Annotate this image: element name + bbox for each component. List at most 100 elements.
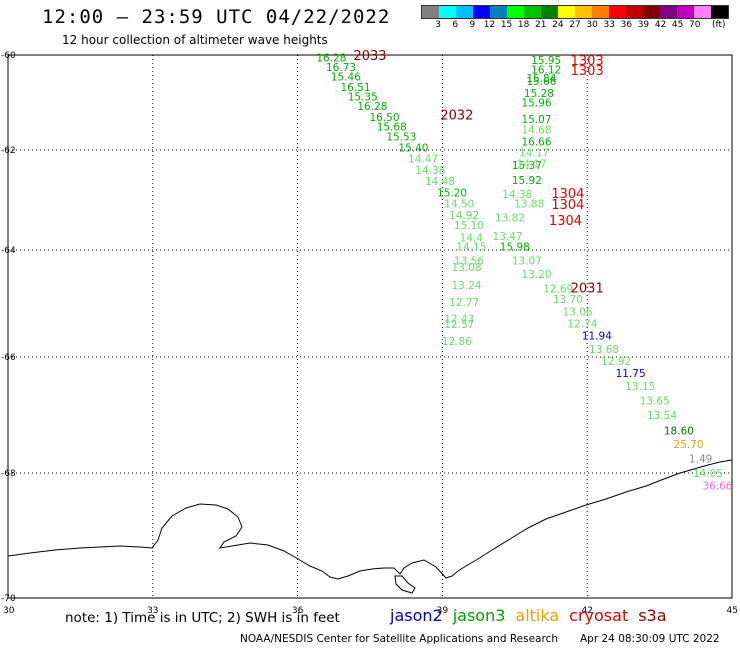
wave-height-label: 12.77: [449, 297, 479, 309]
wave-height-label: 14.05: [693, 468, 723, 480]
satellite-jason2: jason2: [390, 606, 443, 625]
wave-height-label: 15.46: [331, 71, 361, 83]
generated-timestamp: Apr 24 08:30:09 UTC 2022: [580, 633, 720, 645]
wave-height-label: 13.65: [640, 396, 670, 408]
wave-height-label: 15.98: [500, 242, 530, 254]
legend-swatch: [473, 6, 490, 18]
wave-height-label: 16.51: [340, 82, 370, 94]
wave-height-label: 14.17: [519, 148, 549, 160]
wave-height-label: 25.70: [674, 439, 704, 451]
legend-swatch: [643, 6, 660, 18]
pass-time-label: 1304: [549, 214, 582, 229]
legend-label: 42: [654, 20, 667, 30]
wave-height-label: 15.68: [377, 121, 407, 133]
wave-height-label: 13.20: [521, 269, 551, 281]
wave-height-label: 16.73: [326, 62, 356, 74]
latitude-tick-label: -62: [1, 146, 16, 156]
wave-height-label: 15.53: [386, 132, 416, 144]
latitude-tick-label: -64: [1, 246, 16, 256]
legend-swatch: [558, 6, 575, 18]
legend-label: 12: [483, 20, 496, 30]
wave-height-label: 16.12: [531, 64, 561, 76]
legend-swatch: [711, 6, 728, 18]
wave-height-label: 15.10: [454, 220, 484, 232]
wave-height-label: 13.24: [452, 280, 482, 292]
wave-height-label: 12.86: [442, 336, 472, 348]
legend-label: 9: [469, 20, 476, 30]
legend-label: 39: [637, 20, 650, 30]
coastline: [7, 459, 733, 594]
legend-label: 21: [535, 20, 547, 30]
wave-height-label: 14.47: [408, 154, 438, 166]
wave-height-label: 12.69: [543, 284, 573, 296]
longitude-tick-label: 39: [437, 606, 449, 616]
legend-unit: (ft): [711, 20, 726, 30]
axis-ticks: 30 33 36 39 42 45 -60 -62 -64 -66 -68 -70: [1, 51, 738, 616]
legend-swatch: [422, 6, 439, 18]
legend-label: 45: [671, 20, 684, 30]
wave-height-label: 12.57: [444, 319, 474, 331]
longitude-tick-label: 42: [581, 606, 592, 616]
legend-swatch: [660, 6, 677, 18]
legend-label: 30: [586, 20, 598, 30]
wave-height-label: 14.92: [449, 210, 479, 222]
wave-height-label: 13.88: [514, 199, 544, 211]
map-border: [7, 54, 733, 599]
legend-label: 15: [500, 20, 513, 30]
wave-height-label: 11.94: [582, 331, 612, 343]
legend-swatch: [626, 6, 643, 18]
wave-height-label: 14.48: [425, 176, 455, 188]
latitude-tick-label: -70: [1, 594, 16, 604]
map-frame: [7, 54, 733, 599]
wave-height-label: 15.95: [531, 55, 561, 67]
wave-height-label: 13.56: [454, 256, 484, 268]
legend-swatches: [421, 5, 729, 19]
legend-swatch: [456, 6, 473, 18]
wave-height-label: 13.47: [493, 231, 523, 243]
wave-height-label: 15.20: [437, 188, 467, 200]
legend-label: 18: [517, 20, 530, 30]
legend-swatch: [524, 6, 541, 18]
wave-height-label: 15.35: [348, 91, 378, 103]
wave-height-label: 13.70: [553, 294, 583, 306]
legend-label: 27: [569, 20, 581, 30]
wave-height-label: 1.49: [689, 454, 712, 466]
wave-height-label: 36.66: [702, 481, 732, 493]
map-grid: [8, 55, 732, 598]
legend-label: 70: [689, 20, 701, 30]
wave-height-label: 13.68: [589, 344, 619, 356]
wave-height-label: 15.66: [526, 76, 556, 88]
longitude-tick-label: 36: [292, 606, 304, 616]
latitude-tick-label: -60: [1, 51, 16, 61]
pass-time-label: 1303: [571, 64, 604, 79]
legend-swatch: [609, 6, 626, 18]
wave-height-label: 16.50: [369, 112, 399, 124]
wave-height-label: 15.28: [524, 88, 554, 100]
satellite-altika: altika: [515, 606, 560, 625]
latitude-tick-label: -68: [1, 469, 16, 479]
pass-time-label: 1304: [551, 198, 584, 213]
footnote: note: 1) Time is in UTC; 2) SWH is in fe…: [65, 610, 340, 626]
wave-height-label: 14.15: [456, 242, 486, 254]
color-legend: 3 6 9 12 15 18 21 24 27 30 33 36 39 42 45 70 (ft): [421, 5, 729, 37]
pass-time-label: 1303: [571, 54, 604, 69]
page-title: 12:00 – 23:59 UTC 04/22/2022: [42, 6, 391, 28]
legend-swatch: [592, 6, 609, 18]
wave-height-label: 13.82: [495, 213, 525, 225]
legend-labels: 3 6 9 12 15 18 21 24 27 30 33 36 39 42 45 70 (ft): [421, 19, 729, 33]
wave-height-label: 13.07: [512, 256, 542, 268]
wave-height-label: 14.4: [460, 233, 484, 245]
wave-height-label: 13.54: [647, 410, 677, 422]
legend-label: 24: [552, 20, 564, 30]
pass-time-label: 2032: [440, 108, 473, 123]
satellite-s3a: s3a: [638, 606, 667, 625]
wave-height-label: 14.38: [502, 189, 532, 201]
wave-height-label: 14.68: [521, 125, 551, 137]
wave-height-label: 16.28: [316, 52, 346, 64]
wave-height-label: 15.40: [398, 143, 428, 155]
wave-height-tracks: 16.2816.7315.4616.5115.3516.2816.5015.68…: [316, 52, 733, 492]
wave-height-label: 12.74: [567, 318, 597, 330]
longitude-tick-label: 30: [3, 606, 15, 616]
